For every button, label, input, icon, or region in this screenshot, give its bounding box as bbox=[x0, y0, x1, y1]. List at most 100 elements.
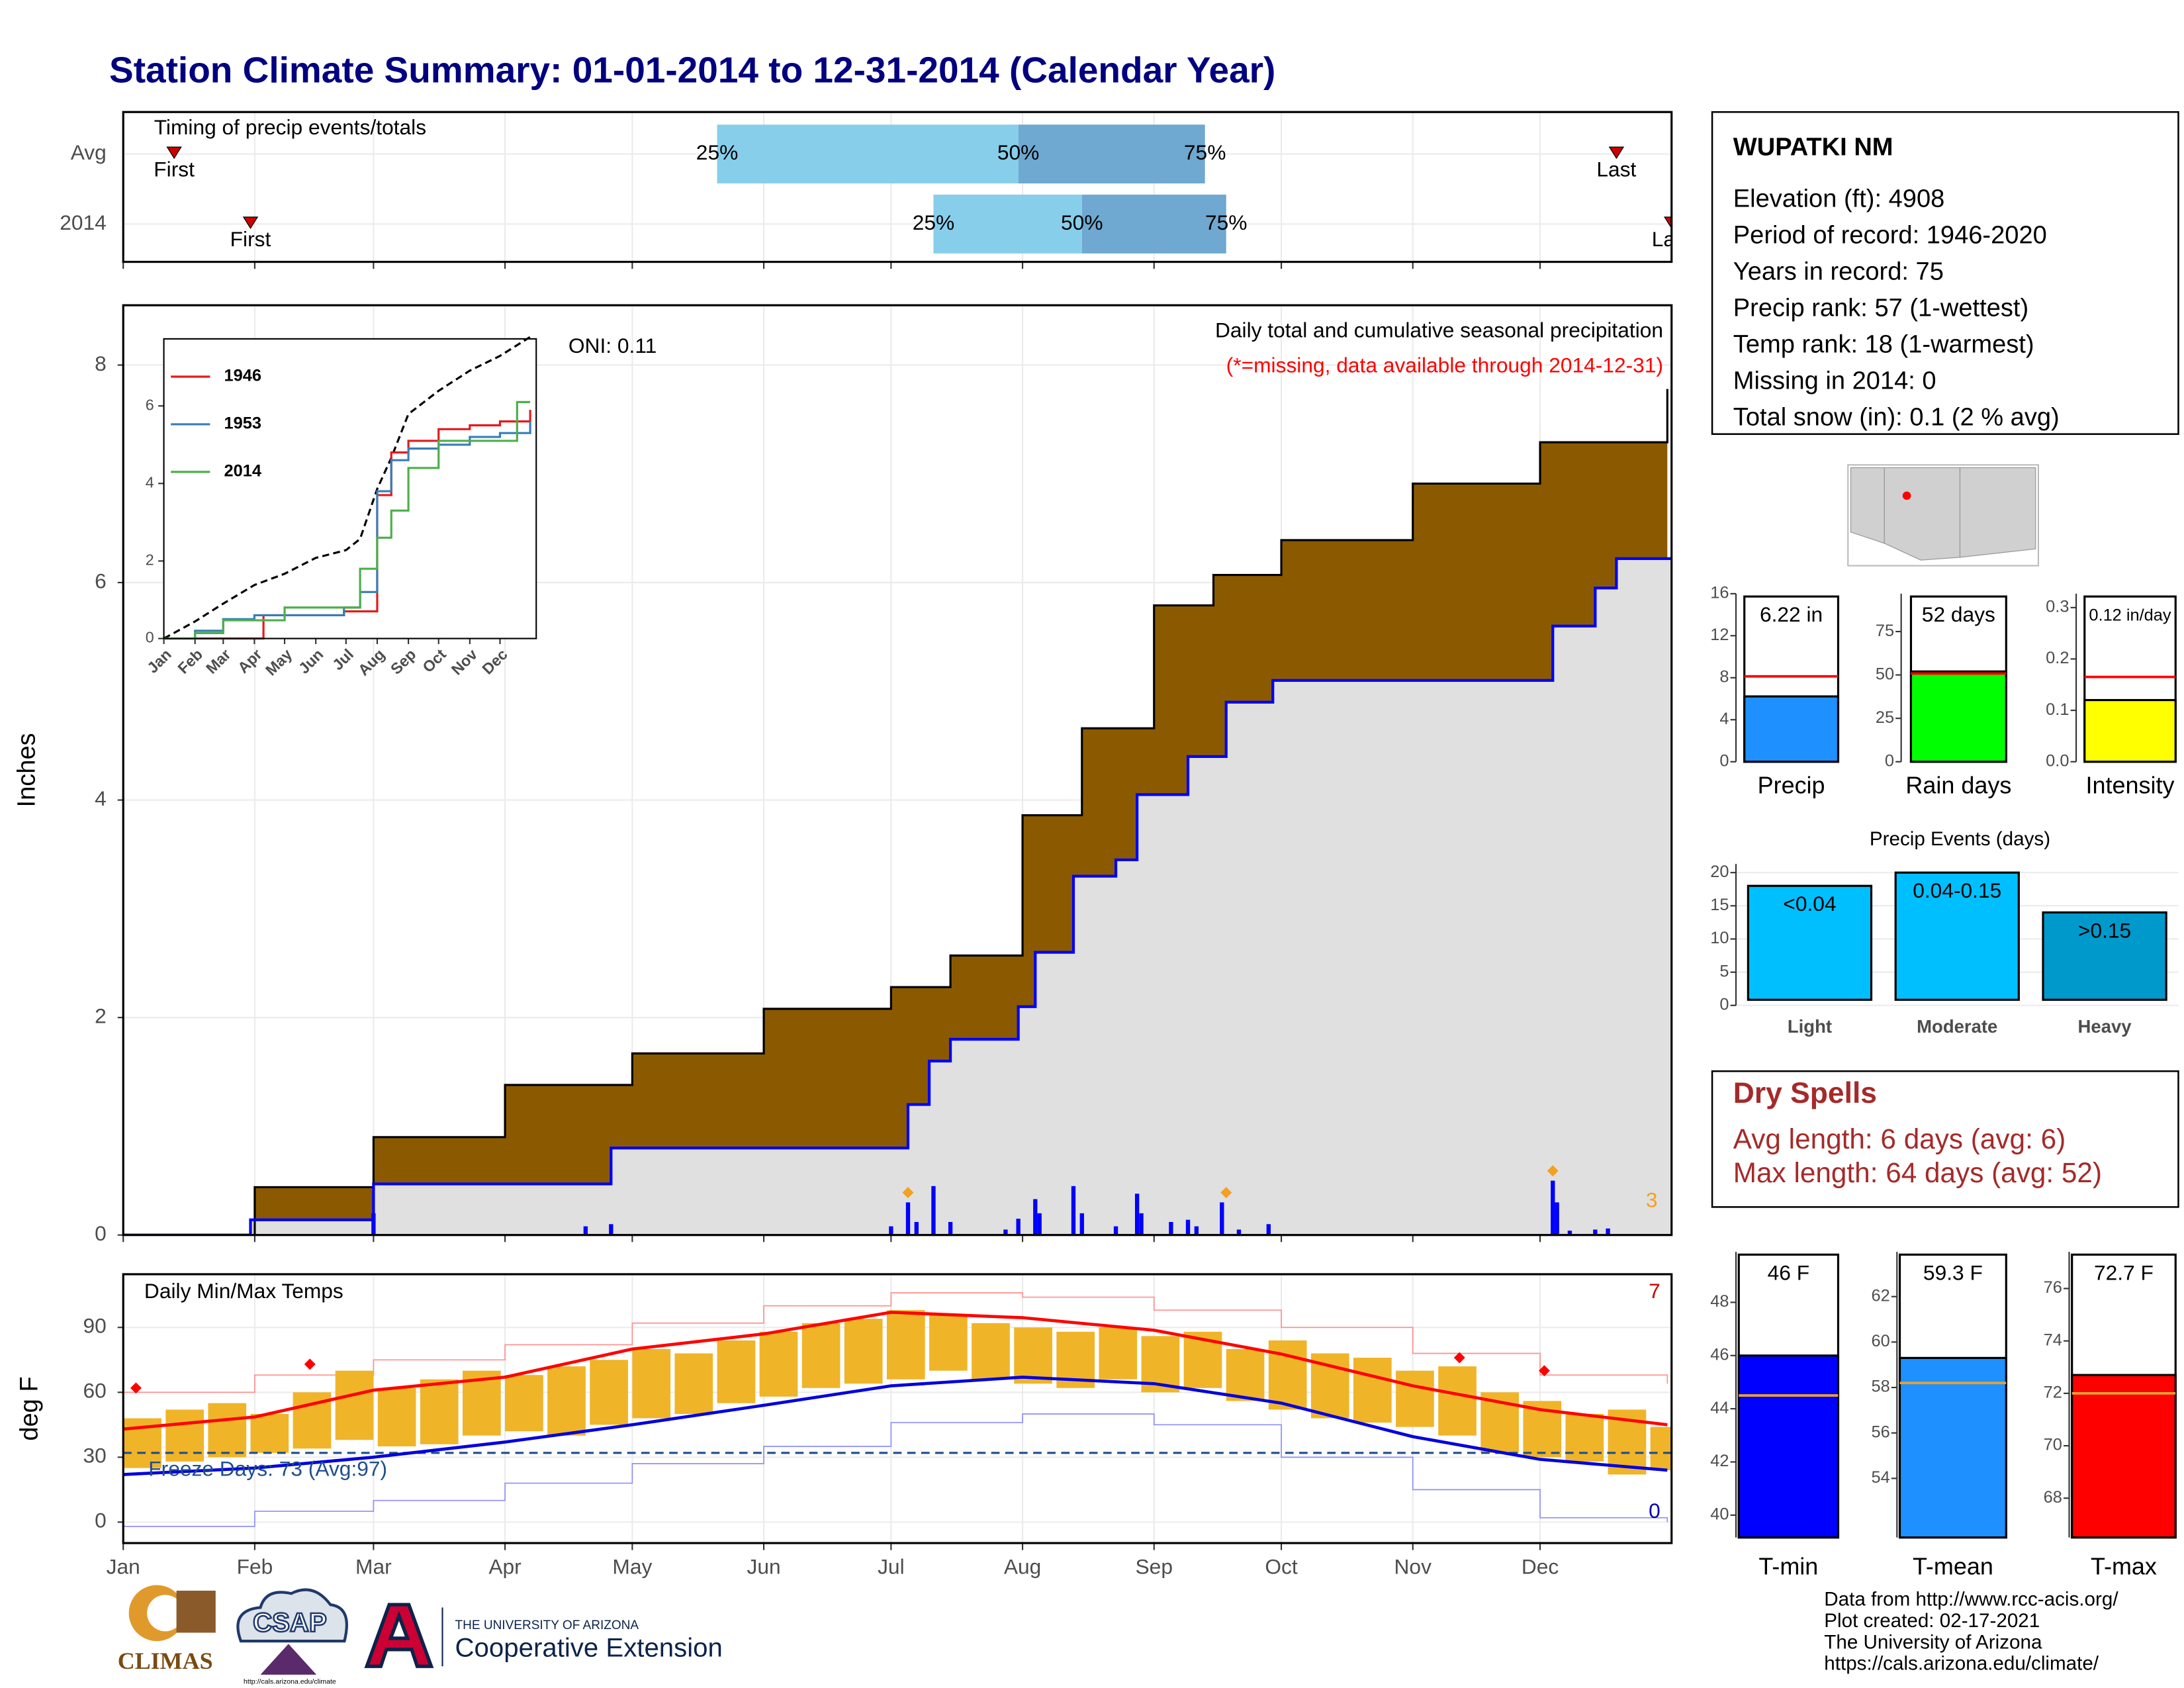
y-tick-label: 48 bbox=[1710, 1292, 1729, 1311]
csap-url: http://cals.arizona.edu/climate bbox=[244, 1677, 336, 1685]
event-label: First bbox=[154, 157, 195, 181]
bar-label: T-min bbox=[1758, 1553, 1818, 1580]
legend-label: 2014 bbox=[224, 462, 261, 481]
year-area bbox=[123, 558, 1672, 1235]
y-tick-label: 2 bbox=[95, 1004, 107, 1028]
bar bbox=[1909, 670, 2007, 763]
daily-bar bbox=[1185, 1219, 1191, 1235]
record-line bbox=[123, 1413, 1668, 1527]
daily-bar bbox=[583, 1226, 588, 1235]
ua-name: THE UNIVERSITY OF ARIZONA bbox=[455, 1618, 639, 1632]
daily-bar bbox=[914, 1221, 919, 1235]
y-tick-label: 0.3 bbox=[2046, 598, 2069, 616]
bar bbox=[1747, 884, 1873, 1001]
daily-range bbox=[1014, 1327, 1052, 1384]
value-label: 59.3 F bbox=[1923, 1260, 1983, 1284]
x-tick-label: Light bbox=[1788, 1016, 1832, 1037]
y-tick-label: 40 bbox=[1710, 1505, 1729, 1524]
average-line bbox=[163, 336, 531, 639]
station-lines: Elevation (ft): 4908 Period of record: 19… bbox=[1733, 185, 2060, 432]
y-tick-label: 60 bbox=[83, 1379, 107, 1403]
y-tick-label: 0 bbox=[95, 1509, 107, 1532]
oni-label: ONI: 0.11 bbox=[569, 334, 657, 357]
dry-spells-title: Dry Spells bbox=[1733, 1077, 1877, 1109]
event-marker bbox=[1664, 216, 1672, 229]
event-marker bbox=[1608, 146, 1625, 160]
daily-bar bbox=[1555, 1202, 1559, 1235]
station-line: Period of record: 1946-2020 bbox=[1733, 222, 2047, 250]
y-tick-label: 4 bbox=[1719, 710, 1729, 728]
quartile-bar bbox=[717, 124, 1019, 184]
y-tick-label: 0.2 bbox=[2046, 649, 2069, 667]
footer: Data from http://www.rcc-acis.org/Plot c… bbox=[1824, 1589, 2118, 1675]
csap-logo-text: CSAP bbox=[253, 1607, 327, 1637]
daily-bar bbox=[1567, 1231, 1572, 1235]
daily-range bbox=[1565, 1414, 1604, 1462]
x-tick-label: Nov bbox=[1394, 1555, 1432, 1579]
page-title: Station Climate Summary: 01-01-2014 to 1… bbox=[109, 50, 1275, 91]
footer-line: Data from http://www.rcc-acis.org/ bbox=[1824, 1589, 2118, 1611]
daily-range bbox=[1396, 1370, 1434, 1427]
value-label: 46 F bbox=[1768, 1260, 1809, 1284]
footer-line: Plot created: 02-17-2021 bbox=[1824, 1610, 2040, 1632]
record-marker bbox=[304, 1358, 316, 1370]
y-tick-label: 4 bbox=[146, 473, 154, 491]
bar-label: Intensity bbox=[2086, 771, 2175, 798]
y-tick-label: 0 bbox=[1719, 995, 1729, 1013]
y-tick-label: 10 bbox=[1710, 929, 1729, 947]
y-tick-label: 46 bbox=[1710, 1345, 1729, 1364]
x-tick-label: Oct bbox=[1265, 1555, 1298, 1579]
quartile-label: 50% bbox=[997, 140, 1039, 164]
x-tick-label: Jul bbox=[878, 1555, 905, 1579]
value-label: 0.12 in/day bbox=[2089, 606, 2171, 624]
x-tick-label: Apr bbox=[488, 1555, 522, 1579]
panel-title: Daily total and cumulative seasonal prec… bbox=[1215, 318, 1663, 342]
quartile-label: 75% bbox=[1205, 211, 1247, 234]
y-tick-label: 4 bbox=[95, 786, 107, 810]
daily-bar bbox=[1037, 1213, 1042, 1235]
daily-bar bbox=[1194, 1226, 1199, 1235]
daily-range bbox=[674, 1353, 713, 1415]
x-tick-label: Sep bbox=[1136, 1555, 1173, 1579]
station-box bbox=[1711, 111, 2179, 436]
bar bbox=[2071, 1374, 2177, 1539]
daily-bar bbox=[1593, 1229, 1598, 1235]
x-tick-label: Jun bbox=[747, 1555, 780, 1579]
station-line: Years in record: 75 bbox=[1733, 258, 1944, 286]
bar bbox=[1898, 1356, 2007, 1539]
event-marker bbox=[242, 216, 259, 229]
x-tick-label: Dec bbox=[1522, 1555, 1559, 1579]
daily-bar bbox=[1606, 1228, 1610, 1235]
x-tick-label: Jan bbox=[107, 1555, 140, 1579]
daily-range bbox=[886, 1310, 925, 1380]
y-tick-label: 70 bbox=[2044, 1436, 2062, 1454]
daily-bar bbox=[1266, 1224, 1271, 1235]
daily-range bbox=[759, 1331, 798, 1397]
freeze-label: Freeze Days: 73 (Avg:97) bbox=[148, 1456, 387, 1480]
coop-ext: Cooperative Extension bbox=[455, 1632, 723, 1662]
csap-mountain bbox=[260, 1644, 317, 1675]
y-tick-label: 74 bbox=[2044, 1331, 2062, 1349]
bar bbox=[1737, 1354, 1840, 1539]
daily-bar bbox=[609, 1224, 614, 1235]
bar bbox=[2083, 698, 2177, 763]
bar-label: Precip bbox=[1758, 771, 1825, 798]
average-line bbox=[123, 1376, 1668, 1476]
panel-title: Precip Events (days) bbox=[1870, 828, 2050, 850]
station-line: Precip rank: 57 (1-wettest) bbox=[1733, 295, 2028, 322]
bar bbox=[1894, 871, 2020, 1001]
series-line bbox=[163, 400, 531, 640]
bin-label: 0.04-0.15 bbox=[1913, 878, 2001, 902]
y-tick-label: 90 bbox=[83, 1314, 107, 1338]
record-marker bbox=[1453, 1352, 1465, 1364]
map-state bbox=[1959, 467, 2036, 558]
x-tick-label: Heavy bbox=[2078, 1016, 2132, 1037]
station-line: Missing in 2014: 0 bbox=[1733, 367, 1936, 395]
daily-bar bbox=[1079, 1213, 1084, 1235]
y-tick-label: 44 bbox=[1710, 1399, 1729, 1417]
y-tick-label: 5 bbox=[1719, 962, 1729, 980]
x-tick-label: May bbox=[612, 1555, 652, 1579]
daily-bar bbox=[1016, 1219, 1021, 1235]
